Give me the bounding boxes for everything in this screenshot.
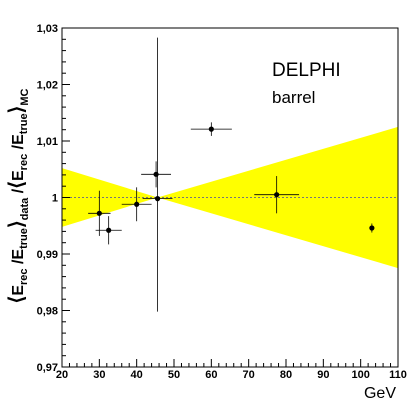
y-label-slash-1: / [10,259,27,268]
y-label-angle-close-1: ⟩ [6,220,28,228]
y-label-angle-open-2: ⟨ [6,181,28,189]
x-tick-label: 110 [389,369,407,381]
data-marker [274,192,280,198]
data-point [121,187,152,222]
band-left [62,168,158,227]
ticks-layer [61,27,399,368]
x-tick-label: 80 [280,369,292,381]
data-marker [369,225,375,231]
data-point [369,223,375,233]
data-point [88,190,111,236]
x-axis-label: GeV [364,385,396,402]
y-label-angle-open-1: ⟨ [6,296,28,304]
annotation-barrel: barrel [272,88,315,107]
y-label-num-b-sub: true [18,228,30,249]
data-point [254,176,300,214]
y-label-slash-2: / [10,144,27,153]
x-tick-label: 20 [56,369,68,381]
y-label-num-a: E [10,285,27,296]
data-marker [106,227,112,233]
y-label-num-b: E [10,249,27,260]
data-point [190,122,232,136]
data-point [142,37,173,312]
band-right [157,126,398,269]
x-tick-label: 50 [168,369,180,381]
x-tick-label: 70 [243,369,255,381]
y-tick-label: 0,99 [37,249,58,261]
x-tick-label: 90 [317,369,329,381]
annotation-delphi: DELPHI [272,60,341,81]
x-tick-label: 60 [205,369,217,381]
svg-text:⟨Erec /Etrue⟩data /⟨Erec /Etru: ⟨Erec /Etrue⟩data /⟨Erec /Etrue⟩MC [6,88,31,303]
x-tick-label: 30 [93,369,105,381]
tick-labels-layer: 20 30 40 50 60 70 80 90 100 110 0,97 0,98 0,99 1 1,01 1… [37,23,407,381]
y-tick-label: 0,97 [37,362,58,374]
y-label-slash-main: / [10,188,27,197]
y-label-angle-close-2: ⟩ [6,106,28,114]
y-tick-label: 1 [52,193,58,205]
x-tick-label: 40 [131,369,143,381]
data-marker [208,126,214,132]
data-marker [134,201,140,207]
data-marker [154,196,161,202]
data-point [95,216,122,245]
y-tick-label: 1,02 [37,80,58,92]
y-label-den-outer-sub: MC [19,88,31,105]
y-axis-label: ⟨Erec /Etrue⟩data /⟨Erec /Etrue⟩MC [6,88,31,303]
y-label-num-a-sub: rec [18,268,30,285]
y-label-den-a: E [10,170,27,181]
y-tick-label: 0,98 [37,306,58,318]
y-tick-label: 1,01 [37,136,58,148]
y-label-den-b: E [10,134,27,145]
x-tick-label: 100 [351,369,369,381]
y-label-num-outer-sub: data [19,197,31,221]
data-marker [96,210,102,216]
y-tick-label: 1,03 [37,23,58,35]
y-label-den-a-sub: rec [18,154,30,171]
points-layer [88,37,375,312]
y-label-den-b-sub: true [18,113,30,134]
band-layer [62,126,398,269]
